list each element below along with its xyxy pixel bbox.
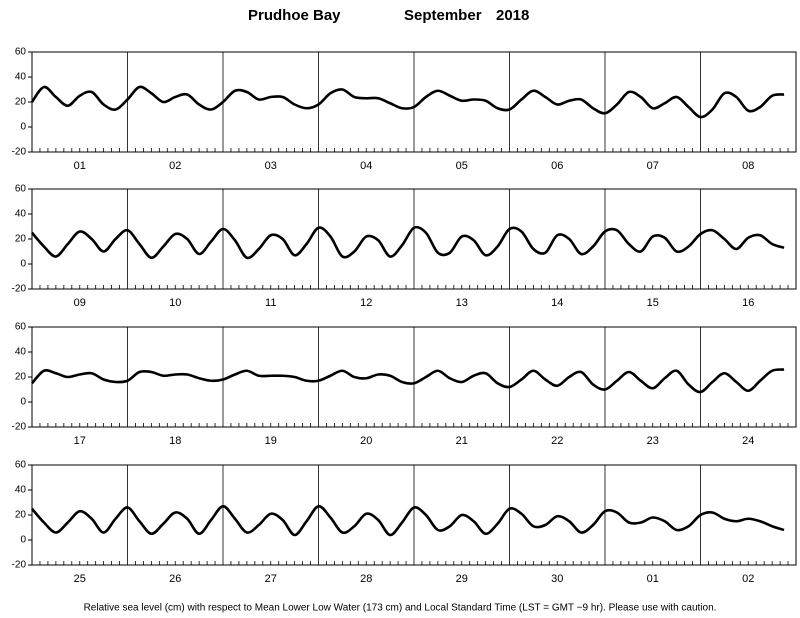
y-tick-label: 0 [20, 397, 26, 408]
y-tick-label: 60 [15, 460, 27, 471]
day-label: 07 [647, 160, 659, 172]
day-label: 02 [742, 573, 754, 585]
y-tick-label: 0 [20, 259, 26, 270]
day-label: 02 [169, 160, 181, 172]
y-tick-label: -20 [12, 284, 27, 295]
day-label: 22 [551, 435, 563, 447]
station: Prudhoe Bay [248, 7, 341, 24]
day-label: 04 [360, 160, 372, 172]
day-label: 14 [551, 297, 563, 309]
y-tick-label: 40 [15, 485, 27, 496]
year: 2018 [496, 7, 529, 24]
day-label: 25 [74, 573, 86, 585]
y-tick-label: 20 [15, 97, 27, 108]
y-tick-label: 20 [15, 372, 27, 383]
day-label: 21 [456, 435, 468, 447]
y-tick-label: 40 [15, 72, 27, 83]
day-label: 24 [742, 435, 754, 447]
y-tick-label: -20 [12, 147, 27, 158]
y-tick-label: -20 [12, 560, 27, 571]
day-label: 06 [551, 160, 563, 172]
day-label: 29 [456, 573, 468, 585]
y-tick-label: 60 [15, 47, 27, 58]
y-tick-label: 0 [20, 122, 26, 133]
tide-line [31, 368, 785, 394]
day-label: 01 [647, 573, 659, 585]
day-label: 19 [265, 435, 277, 447]
y-tick-label: 20 [15, 234, 27, 245]
day-label: 30 [551, 573, 563, 585]
day-label: 12 [360, 297, 372, 309]
day-label: 27 [265, 573, 277, 585]
y-tick-label: 40 [15, 209, 27, 220]
tide-line [31, 225, 785, 260]
day-label: 09 [74, 297, 86, 309]
day-label: 05 [456, 160, 468, 172]
day-label: 17 [74, 435, 86, 447]
y-tick-label: -20 [12, 422, 27, 433]
y-tick-label: 60 [15, 184, 27, 195]
day-label: 08 [742, 160, 754, 172]
y-tick-label: 20 [15, 510, 27, 521]
tide-line [31, 504, 785, 537]
month: September [404, 7, 482, 24]
y-tick-label: 60 [15, 322, 27, 333]
day-label: 11 [265, 297, 276, 309]
day-label: 15 [647, 297, 659, 309]
day-label: 18 [169, 435, 181, 447]
day-label: 03 [265, 160, 277, 172]
day-label: 23 [647, 435, 659, 447]
day-label: 10 [169, 297, 181, 309]
y-tick-label: 40 [15, 347, 27, 358]
day-label: 26 [169, 573, 181, 585]
day-label: 28 [360, 573, 372, 585]
footnote: Relative sea level (cm) with respect to … [84, 603, 717, 614]
day-label: 16 [742, 297, 754, 309]
day-label: 13 [456, 297, 468, 309]
tide-line [30, 85, 785, 119]
day-label: 20 [360, 435, 372, 447]
day-label: 01 [74, 160, 86, 172]
y-tick-label: 0 [20, 535, 26, 546]
